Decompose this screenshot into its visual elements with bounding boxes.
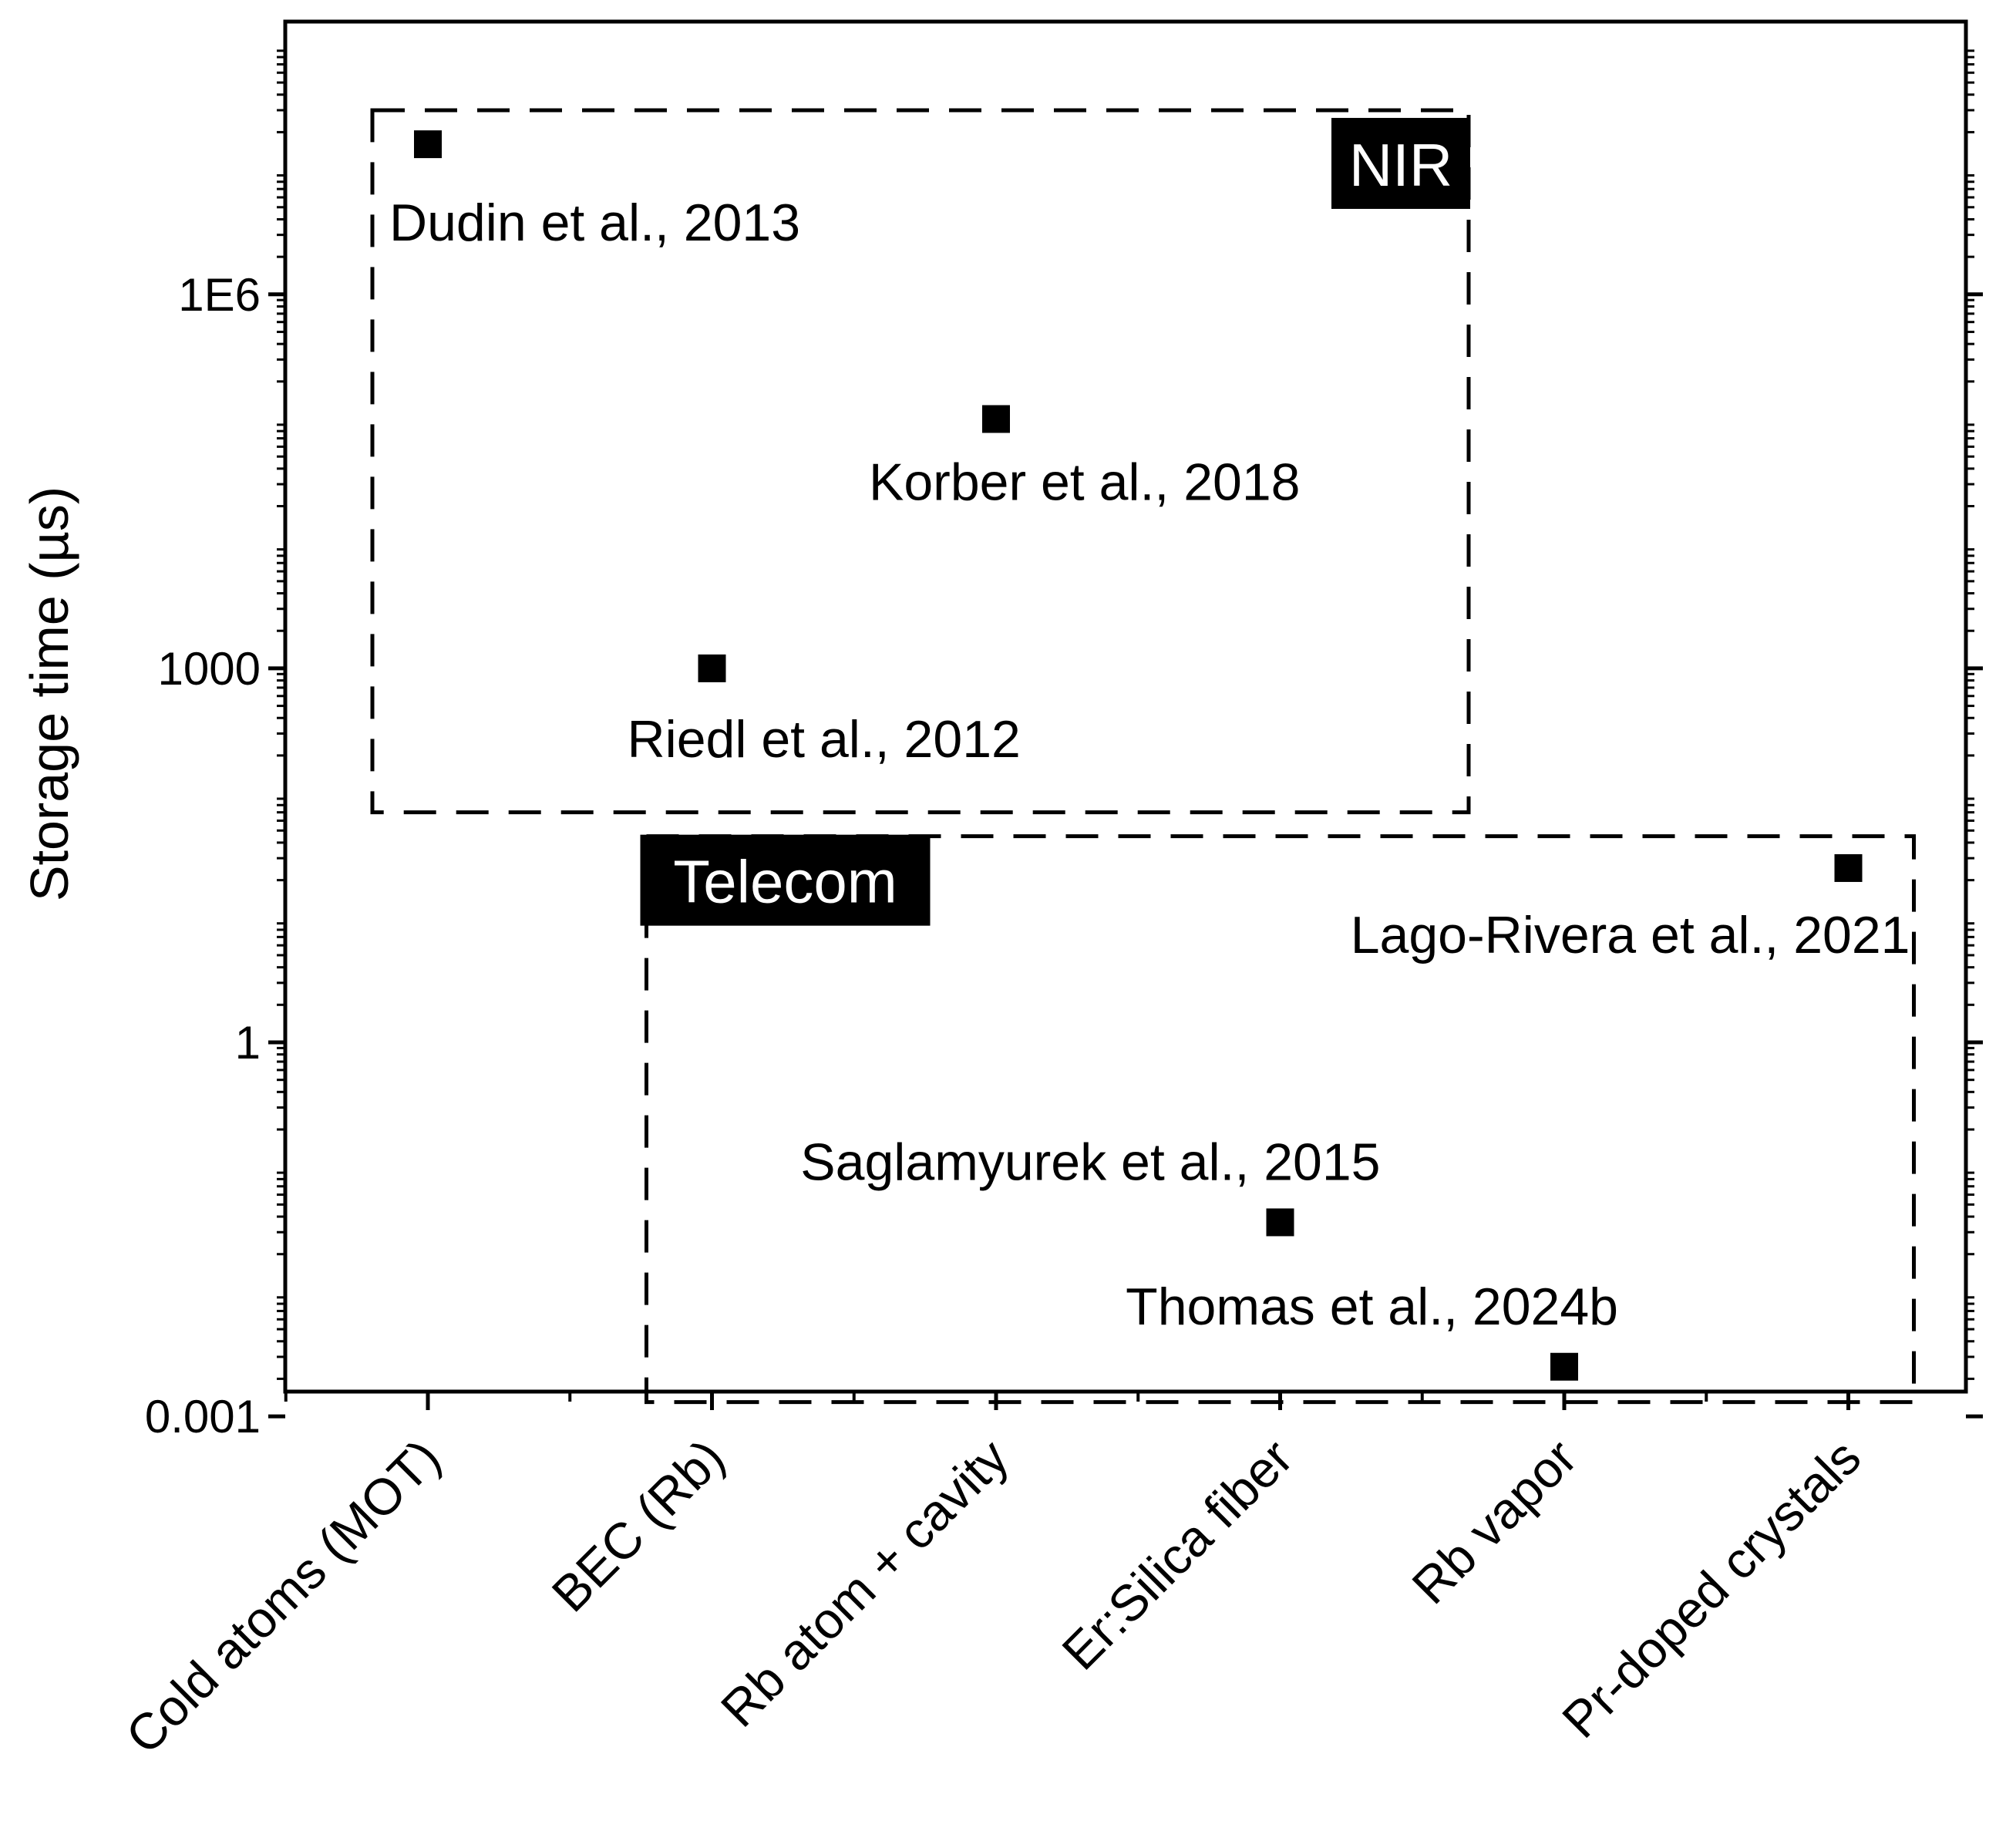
points-layer [414, 130, 1863, 1381]
region-label: NIR [1349, 131, 1452, 199]
point-annotation: Riedl et al., 2012 [628, 710, 1021, 769]
region-label-bg [1331, 117, 1470, 209]
point-annotation: Thomas et al., 2024b [1126, 1277, 1618, 1336]
point-annotation: Dudin et al., 2013 [389, 194, 800, 252]
region-layer: NIR Telecom [370, 108, 1916, 1405]
point-annotation: Korber et al., 2018 [869, 453, 1300, 512]
x-category-label: BEC (Rb) [540, 1429, 735, 1623]
data-point [698, 654, 726, 682]
y-tick-label: 0.001 [145, 1391, 261, 1442]
region-box [370, 108, 1471, 815]
region-label-bg [640, 834, 931, 926]
y-tick-label: 1 [235, 1017, 261, 1069]
data-point [1550, 1352, 1578, 1381]
x-category-label: Er:Silica fiber [1051, 1429, 1303, 1681]
y-tick-label: 1000 [158, 643, 261, 695]
y-tick-label: 1E6 [178, 269, 261, 321]
x-category-label: Rb atom + cavity [710, 1429, 1019, 1738]
y-axis-title: Storage time (µs) [19, 486, 79, 901]
point-annotation: Lago-Rivera et al., 2021 [1351, 906, 1910, 964]
region-label: Telecom [673, 848, 897, 916]
point-annotation: Saglamyurek et al., 2015 [800, 1133, 1380, 1191]
x-category-label: Pr-doped crystals [1551, 1429, 1871, 1749]
x-category-label: Cold atoms (MOT) [115, 1429, 451, 1765]
data-point [1266, 1208, 1294, 1237]
annotation-layer: Dudin et al., 2013 Riedl et al., 2012 Korb… [389, 194, 1910, 1336]
data-point [414, 130, 442, 159]
data-point [982, 405, 1010, 433]
data-point [1834, 853, 1863, 882]
x-category-label: Rb vapor [1401, 1429, 1587, 1615]
